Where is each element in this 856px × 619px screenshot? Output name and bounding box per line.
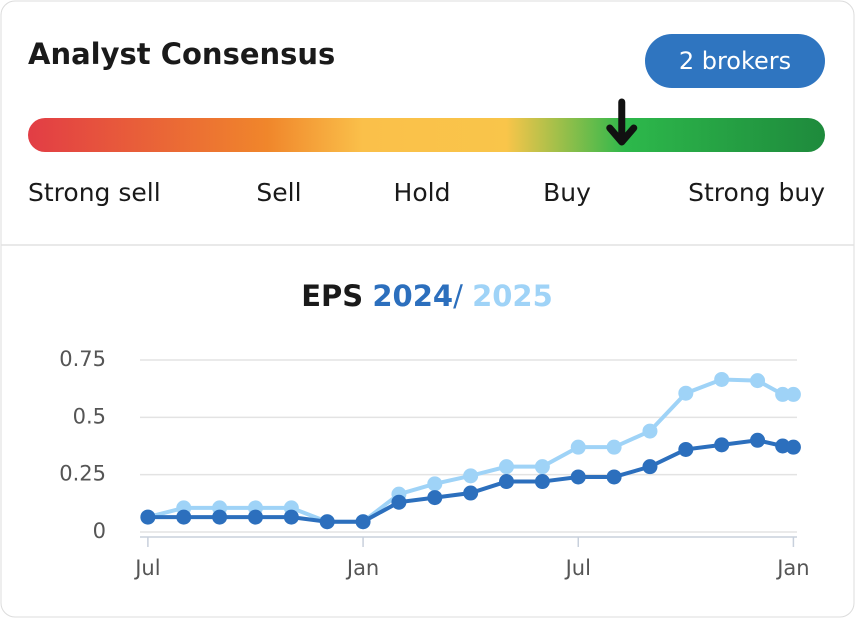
data-point	[606, 439, 622, 455]
data-point	[534, 459, 550, 475]
data-point	[391, 494, 407, 510]
badge[interactable]	[645, 34, 825, 88]
data-point	[642, 459, 658, 475]
data-point	[283, 509, 299, 525]
consensus-label: Hold	[394, 178, 451, 207]
data-point	[785, 386, 801, 402]
data-point	[499, 459, 515, 475]
data-point	[570, 439, 586, 455]
legend-entry: 2025	[472, 279, 553, 313]
data-point	[678, 385, 694, 401]
data-point	[570, 469, 586, 485]
x-tick-label: Jan	[345, 556, 379, 580]
data-point	[642, 423, 658, 439]
consensus-label: Sell	[256, 178, 301, 207]
x-tick-label: Jan	[775, 556, 809, 580]
data-point	[463, 485, 479, 501]
x-tick-label: Jul	[564, 556, 591, 580]
data-point	[212, 509, 228, 525]
y-tick-label: 0	[93, 519, 106, 543]
data-point	[319, 514, 335, 530]
data-point	[775, 386, 791, 402]
badge-text[interactable]: 2 brokers	[679, 47, 791, 75]
y-tick-label: 0.5	[73, 404, 106, 428]
legend-entry: 2024	[372, 279, 453, 313]
separator: /	[453, 279, 463, 313]
data-point	[140, 509, 156, 525]
data-point	[427, 490, 443, 506]
chart-title-text: EPS	[301, 279, 363, 313]
data-point	[355, 514, 371, 530]
consensus-arrow	[606, 98, 638, 146]
data-point	[463, 468, 479, 484]
data-point	[176, 509, 192, 525]
plot: 0 0.25 0.5 0.75 Jul Jan Jul Jan	[59, 347, 809, 580]
data-point	[427, 476, 443, 492]
y-tick-label: 0.25	[59, 462, 106, 486]
consensus: Strong sell Sell Hold Buy Strong buy	[28, 98, 825, 207]
chart-title: EPS 2024/ 2025	[301, 279, 553, 313]
data-point	[714, 371, 730, 387]
y-tick-label: 0.75	[59, 347, 106, 371]
data-point	[534, 474, 550, 490]
data-point	[678, 441, 694, 457]
x-tick-label: Jul	[133, 556, 160, 580]
consensus-label: Strong sell	[28, 178, 161, 207]
title: Analyst Consensus	[28, 37, 335, 71]
data-point	[499, 474, 515, 490]
consensus-bar	[28, 118, 825, 152]
consensus-label: Buy	[543, 178, 591, 207]
data-point	[714, 437, 730, 453]
consensus-label: Strong buy	[688, 178, 825, 207]
data-point	[785, 439, 801, 455]
data-point	[606, 469, 622, 485]
data-point	[750, 432, 766, 448]
data-point	[750, 373, 766, 389]
data-point	[247, 509, 263, 525]
